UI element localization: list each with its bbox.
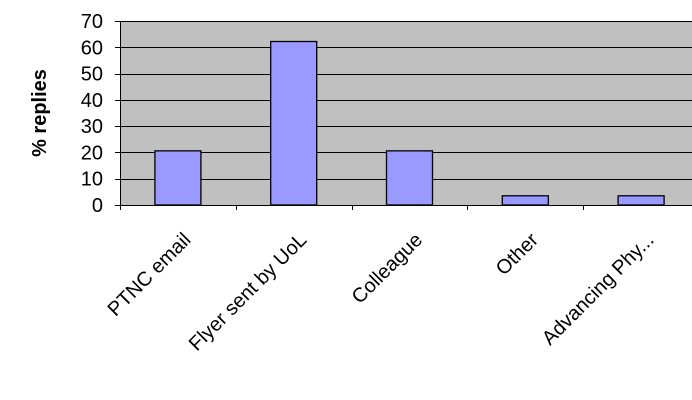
- bar-other: [501, 195, 549, 206]
- y-tick-label: 30: [81, 116, 103, 138]
- x-tick-label: Other: [492, 229, 543, 280]
- x-tick-label: Flyer sent by UoL: [185, 229, 311, 355]
- y-tick-label: 0: [92, 195, 103, 217]
- bar-flyer-sent-by-uol: [270, 40, 318, 206]
- y-tick-label: 40: [81, 90, 103, 112]
- x-tick-label: Colleague: [348, 229, 427, 308]
- y-tick-labels: 0 10 20 30 40 50 60 70: [81, 11, 103, 217]
- y-tick-label: 10: [81, 169, 103, 191]
- y-tick-label: 70: [81, 11, 103, 33]
- y-tick-label: 60: [81, 37, 103, 59]
- y-tick-label: 20: [81, 142, 103, 164]
- y-tick-label: 50: [81, 64, 103, 86]
- bar-ptnc-email: [154, 150, 202, 206]
- axes: [115, 21, 692, 210]
- bar-colleague: [385, 150, 434, 206]
- y-axis-label: % replies: [29, 69, 51, 157]
- x-tick-label: PTNC email: [104, 229, 196, 321]
- bar-advancing-phy: [617, 195, 665, 206]
- x-tick-label: Advancing Phy...: [538, 229, 659, 350]
